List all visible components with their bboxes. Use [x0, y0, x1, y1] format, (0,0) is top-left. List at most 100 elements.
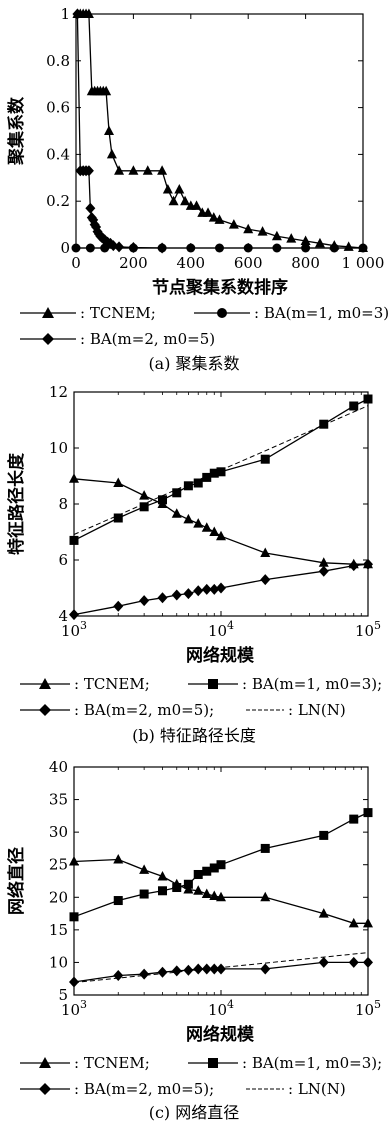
data-point-square	[260, 454, 270, 464]
data-point-diamond	[260, 963, 271, 975]
data-point-triangle	[257, 226, 268, 236]
series-line-0	[77, 13, 364, 249]
data-point-triangle	[243, 223, 254, 234]
data-point-diamond	[363, 558, 373, 570]
panel-a-plot-frame	[75, 13, 364, 249]
data-point-square	[113, 513, 123, 523]
y-tick-label: 40	[49, 758, 68, 776]
data-point-square	[202, 472, 212, 482]
data-point-circle	[215, 243, 224, 253]
data-point-triangle	[69, 855, 79, 866]
triangle-marker-icon	[39, 1057, 51, 1068]
data-point-triangle	[139, 490, 150, 500]
data-point-square	[363, 394, 373, 404]
data-point-triangle	[157, 870, 168, 881]
data-point-square	[216, 860, 226, 870]
square-marker-icon	[208, 679, 218, 689]
data-point-square	[69, 535, 79, 545]
legend-label-tcnem: : TCNEM;	[74, 675, 150, 693]
data-point-triangle	[106, 148, 117, 159]
data-point-square	[193, 869, 203, 879]
data-point-circle	[329, 243, 339, 253]
square-marker-icon	[208, 1058, 218, 1068]
data-point-square	[158, 886, 168, 896]
panel-c-y-axis-label: 网络直径	[6, 847, 27, 915]
x-tick-label: 104	[208, 619, 234, 640]
x-tick-label: 103	[61, 998, 87, 1019]
data-point-triangle	[348, 917, 359, 928]
data-point-diamond	[128, 242, 139, 254]
data-point-triangle	[180, 195, 191, 206]
data-point-diamond	[83, 165, 94, 177]
legend-ln-c: : LN(N)	[246, 1080, 346, 1098]
y-tick-label: 10	[49, 439, 68, 457]
circle-marker-icon	[217, 308, 227, 318]
data-point-square	[113, 896, 123, 906]
x-tick-label: 200	[119, 254, 148, 272]
data-point-diamond	[216, 582, 226, 594]
y-tick-label: 4	[58, 607, 68, 625]
y-tick-label: 0.6	[46, 99, 70, 117]
panel-a-series	[71, 8, 368, 254]
legend-ba1-c: : BA(m=1, m0=3);	[188, 1054, 382, 1072]
data-point-diamond	[113, 969, 124, 981]
data-point-triangle	[171, 508, 182, 518]
data-point-square	[349, 401, 359, 411]
data-point-diamond	[183, 588, 194, 600]
panel-b-x-ticks: 103 104 105	[61, 392, 381, 640]
y-tick-label: 0.2	[46, 192, 70, 210]
data-point-triangle	[193, 518, 204, 528]
y-tick-label: 20	[49, 888, 68, 906]
data-point-diamond	[209, 583, 220, 595]
data-point-circle	[272, 243, 282, 253]
data-point-triangle	[203, 207, 214, 217]
y-tick-label: 6	[58, 551, 68, 569]
data-point-circle	[358, 243, 368, 253]
data-point-diamond	[348, 956, 359, 968]
series-line-3	[73, 405, 369, 535]
data-point-triangle	[113, 477, 124, 487]
data-point-triangle	[300, 235, 311, 245]
data-point-diamond	[216, 963, 226, 975]
y-tick-label: 12	[49, 383, 68, 401]
panel-a-caption: (a) 聚集系数	[148, 354, 239, 373]
data-point-triangle	[208, 212, 219, 222]
data-point-circle	[301, 243, 311, 253]
data-point-diamond	[193, 585, 204, 597]
data-point-triangle	[209, 526, 220, 536]
data-point-triangle	[216, 530, 226, 541]
legend-ba1-b: : BA(m=1, m0=3);	[188, 675, 382, 693]
data-point-triangle	[318, 908, 329, 918]
data-point-triangle	[69, 473, 79, 483]
panel-a-y-ticks: 0 0.2 0.4 0.6 0.8 1	[46, 5, 363, 257]
panel-b-characteristic-path-length: 4 6 8 10 12 103 104 105 特征路径长度 网络规模 : TCNEM; :…	[6, 383, 382, 745]
data-point-diamond	[318, 956, 329, 968]
data-point-diamond	[201, 583, 212, 595]
data-point-square	[183, 879, 193, 889]
data-point-square	[319, 419, 329, 429]
data-point-square	[319, 830, 329, 840]
panel-a-x-ticks: 0 200 400 600 800 1 000	[71, 14, 384, 272]
data-point-diamond	[171, 589, 182, 601]
data-point-diamond	[193, 963, 204, 975]
data-point-diamond	[209, 963, 220, 975]
y-tick-label: 0.8	[46, 52, 70, 70]
data-point-square	[260, 843, 270, 853]
panel-c-x-ticks: 103 104 105	[61, 767, 381, 1019]
x-tick-label: 400	[176, 254, 205, 272]
data-point-triangle	[104, 125, 115, 135]
legend-label-ba2: : BA(m=2, m0=5)	[80, 330, 215, 348]
data-point-diamond	[69, 609, 79, 621]
data-point-square	[193, 478, 203, 488]
legend-ln-b: : LN(N)	[246, 701, 346, 719]
data-point-triangle	[191, 200, 202, 210]
triangle-marker-icon	[39, 678, 51, 689]
legend-label-ba2: : BA(m=2, m0=5);	[74, 1080, 214, 1098]
panel-a-y-axis-label: 聚集系数	[6, 96, 27, 166]
data-point-triangle	[114, 165, 125, 175]
data-point-diamond	[139, 968, 150, 980]
data-point-triangle	[214, 214, 225, 224]
data-point-diamond	[72, 8, 83, 20]
data-point-diamond	[171, 965, 182, 977]
